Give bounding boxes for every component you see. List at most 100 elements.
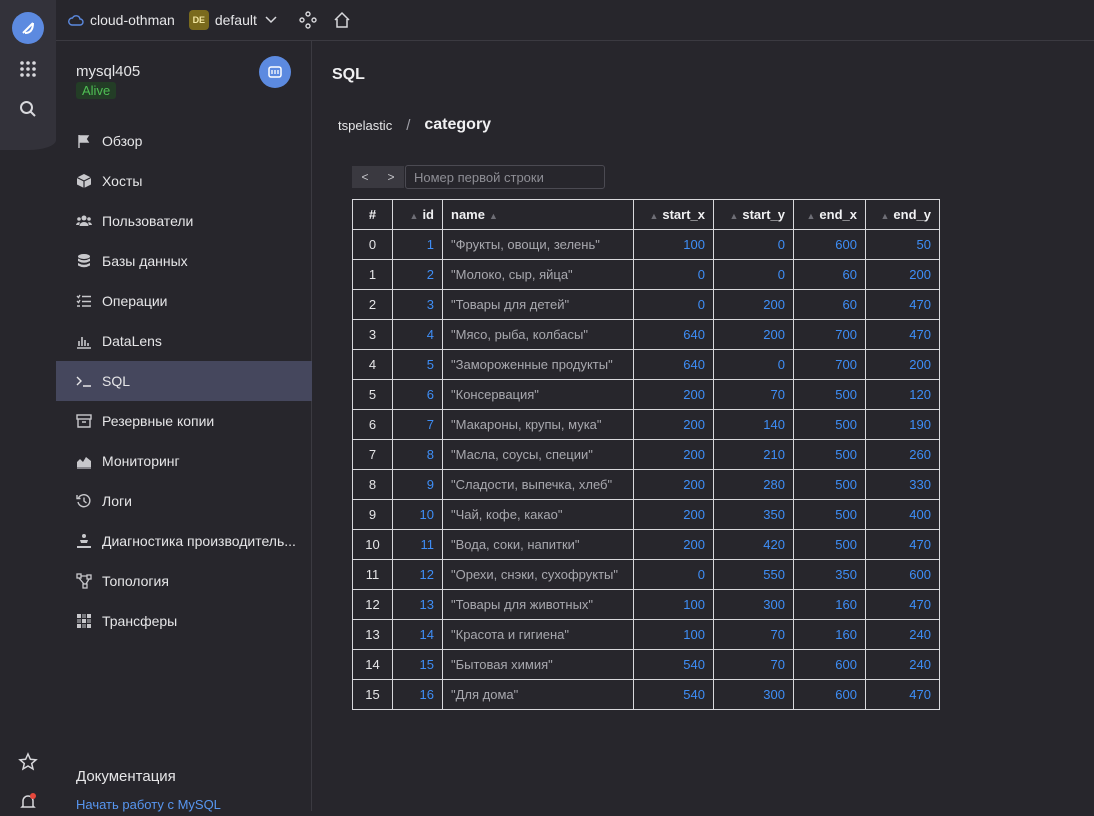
cell-id: 1 (392, 229, 443, 260)
cell-id: 9 (392, 469, 443, 500)
database-icon (76, 253, 92, 269)
sidebar-item-users[interactable]: Пользователи (56, 201, 312, 241)
column-header-id[interactable]: ▲ id (392, 199, 443, 230)
cell-id: 13 (392, 589, 443, 620)
sidebar-item-overview[interactable]: Обзор (56, 121, 312, 161)
cell-name: "Фрукты, овощи, зелень" (442, 229, 634, 260)
mysql-service-icon[interactable] (259, 56, 291, 88)
folder-name: default (214, 12, 257, 28)
results-table: # ▲ id name ▲ ▲ start_x ▲ start_y ▲ end_x ▲ en… (352, 199, 940, 710)
cloud-logo-icon[interactable] (12, 12, 44, 44)
cell-end-x: 350 (793, 559, 866, 590)
sidebar-item-monitoring[interactable]: Мониторинг (56, 441, 312, 481)
cell-end-y: 470 (865, 679, 940, 710)
column-header-index: # (352, 199, 393, 230)
sidebar-item-label: Пользователи (102, 213, 194, 229)
cell-name: "Мясо, рыба, колбасы" (442, 319, 634, 350)
cell-name: "Красота и гигиена" (442, 619, 634, 650)
sidebar-item-diagnostics[interactable]: Диагностика производитель... (56, 521, 312, 561)
cell-end-y: 470 (865, 529, 940, 560)
cell-start-x: 0 (633, 289, 714, 320)
cell-start-y: 420 (713, 529, 794, 560)
cell-start-x: 0 (633, 259, 714, 290)
cell-end-x: 600 (793, 649, 866, 680)
cell-index: 9 (352, 499, 393, 530)
sidebar-item-databases[interactable]: Базы данных (56, 241, 312, 281)
cell-id: 8 (392, 439, 443, 470)
docs-title: Документация (76, 768, 176, 785)
table-row: 11 12 "Орехи, снэки, сухофрукты" 0 550 350 600 (352, 559, 940, 590)
cell-end-y: 400 (865, 499, 940, 530)
sidebar-item-label: Резервные копии (102, 413, 215, 429)
cell-name: "Бытовая химия" (442, 649, 634, 680)
table-row: 9 10 "Чай, кофе, какао" 200 350 500 400 (352, 499, 940, 530)
sort-icon: ▲ (880, 211, 890, 221)
sidebar-item-label: Топология (102, 573, 169, 589)
column-header-start-y[interactable]: ▲ start_y (713, 199, 794, 230)
sidebar-item-transfers[interactable]: Трансферы (56, 601, 312, 641)
breadcrumb-database[interactable]: tspelastic (338, 117, 393, 133)
cell-id: 16 (392, 679, 443, 710)
docs-link[interactable]: Начать работу с MySQL (76, 797, 221, 812)
cell-end-y: 330 (865, 469, 940, 500)
cell-index: 14 (352, 649, 393, 680)
services-grid-icon[interactable] (14, 55, 42, 83)
cell-start-y: 0 (713, 259, 794, 290)
search-icon[interactable] (14, 95, 42, 123)
cell-end-x: 500 (793, 409, 866, 440)
sidebar-item-backups[interactable]: Резервные копии (56, 401, 312, 441)
sidebar-item-label: DataLens (102, 333, 162, 349)
sidebar-nav: Обзор Хосты Пользователи Базы данных Опе… (56, 121, 312, 641)
sidebar-item-topology[interactable]: Топология (56, 561, 312, 601)
table-row: 1 2 "Молоко, сыр, яйца" 0 0 60 200 (352, 259, 940, 290)
sidebar-item-operations[interactable]: Операции (56, 281, 312, 321)
topbar: cloud-othman DE default (56, 0, 1094, 41)
cell-id: 12 (392, 559, 443, 590)
cloud-selector[interactable]: cloud-othman (68, 12, 175, 28)
cell-name: "Вода, соки, напитки" (442, 529, 634, 560)
cell-start-y: 300 (713, 589, 794, 620)
cell-end-x: 600 (793, 229, 866, 260)
home-icon[interactable] (333, 11, 351, 29)
sidebar-item-datalens[interactable]: DataLens (56, 321, 312, 361)
column-header-end-x[interactable]: ▲ end_x (793, 199, 866, 230)
cell-index: 13 (352, 619, 393, 650)
resource-hierarchy-icon[interactable] (299, 11, 317, 29)
sort-icon: ▲ (729, 211, 739, 221)
sidebar-item-sql[interactable]: SQL (56, 361, 312, 401)
cell-start-x: 540 (633, 679, 714, 710)
sidebar-item-label: Диагностика производитель... (102, 533, 296, 549)
table-row: 7 8 "Масла, соусы, специи" 200 210 500 260 (352, 439, 940, 470)
cell-id: 11 (392, 529, 443, 560)
cell-index: 11 (352, 559, 393, 590)
cell-name: "Товары для животных" (442, 589, 634, 620)
column-header-start-x[interactable]: ▲ start_x (633, 199, 714, 230)
cell-end-x: 60 (793, 259, 866, 290)
folder-selector[interactable]: DE default (181, 10, 277, 30)
sidebar-item-logs[interactable]: Логи (56, 481, 312, 521)
page-title: SQL (332, 66, 365, 83)
column-header-name[interactable]: name ▲ (442, 199, 634, 230)
cell-start-y: 550 (713, 559, 794, 590)
notifications-bell-icon[interactable] (14, 788, 42, 816)
sidebar-item-hosts[interactable]: Хосты (56, 161, 312, 201)
cell-end-y: 240 (865, 649, 940, 680)
cell-start-x: 100 (633, 619, 714, 650)
first-row-input[interactable] (405, 165, 605, 189)
cell-end-y: 190 (865, 409, 940, 440)
cell-start-x: 200 (633, 499, 714, 530)
terminal-icon (76, 373, 92, 389)
prev-page-button[interactable]: < (352, 166, 378, 188)
sidebar-item-label: Обзор (102, 133, 143, 149)
cell-start-x: 640 (633, 319, 714, 350)
star-icon[interactable] (14, 748, 42, 776)
table-row: 3 4 "Мясо, рыба, колбасы" 640 200 700 470 (352, 319, 940, 350)
sort-icon: ▲ (488, 211, 498, 221)
column-header-end-y[interactable]: ▲ end_y (865, 199, 940, 230)
folder-badge: DE (188, 10, 209, 30)
cell-start-x: 200 (633, 529, 714, 560)
cell-end-x: 500 (793, 499, 866, 530)
table-row: 10 11 "Вода, соки, напитки" 200 420 500 470 (352, 529, 940, 560)
next-page-button[interactable]: > (378, 166, 404, 188)
sidebar-item-label: Хосты (102, 173, 143, 189)
